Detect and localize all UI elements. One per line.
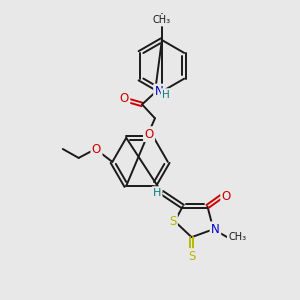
Text: O: O: [92, 142, 101, 155]
Text: H: H: [162, 89, 170, 100]
Text: N: N: [154, 85, 163, 98]
Text: N: N: [211, 223, 220, 236]
Text: S: S: [188, 250, 195, 262]
Text: S: S: [169, 215, 176, 228]
Text: CH₃: CH₃: [153, 15, 171, 25]
Text: CH₃: CH₃: [228, 232, 246, 242]
Text: O: O: [222, 190, 231, 203]
Text: H: H: [153, 188, 161, 198]
Text: O: O: [144, 128, 154, 141]
Text: O: O: [120, 92, 129, 105]
